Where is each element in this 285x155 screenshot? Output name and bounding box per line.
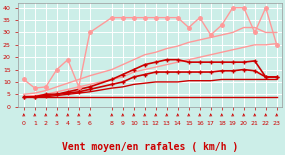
X-axis label: Vent moyen/en rafales ( km/h ): Vent moyen/en rafales ( km/h ) xyxy=(62,142,238,152)
